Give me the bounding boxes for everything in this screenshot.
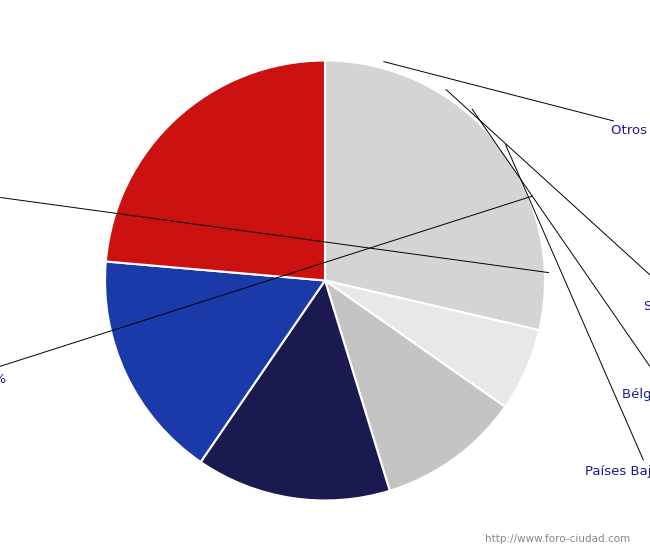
Text: Calasparra - Turistas extranjeros según país - Agosto de 2024: Calasparra - Turistas extranjeros según … bbox=[70, 10, 580, 29]
Wedge shape bbox=[201, 280, 390, 500]
Text: Otros 28.6%: Otros 28.6% bbox=[384, 62, 650, 138]
Wedge shape bbox=[105, 261, 325, 462]
Wedge shape bbox=[325, 280, 540, 407]
Text: Suecia 6.1%: Suecia 6.1% bbox=[446, 90, 650, 314]
Wedge shape bbox=[106, 60, 325, 280]
Text: Reino Unido 23.6%: Reino Unido 23.6% bbox=[0, 182, 549, 273]
Text: Francia 16.8%: Francia 16.8% bbox=[0, 196, 532, 386]
Text: http://www.foro-ciudad.com: http://www.foro-ciudad.com bbox=[486, 535, 630, 544]
Wedge shape bbox=[325, 60, 545, 330]
Text: Bélgica 10.5%: Bélgica 10.5% bbox=[472, 109, 650, 402]
Wedge shape bbox=[325, 280, 505, 491]
Text: Países Bajos 14.3%: Países Bajos 14.3% bbox=[506, 145, 650, 478]
